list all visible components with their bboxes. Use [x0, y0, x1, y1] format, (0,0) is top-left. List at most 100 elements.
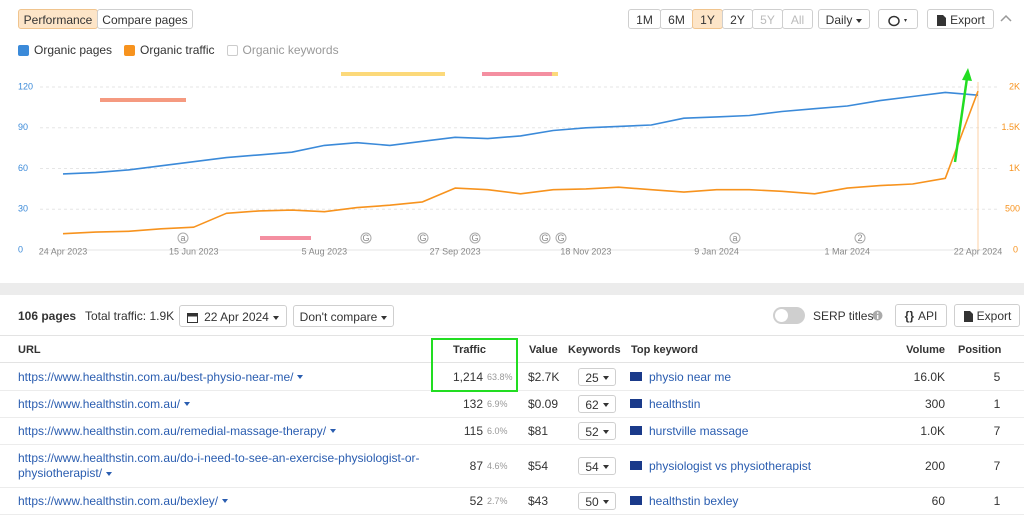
keywords-select[interactable]: 54 [578, 456, 616, 475]
legend-label: Organic pages [34, 43, 113, 57]
comment-button[interactable] [878, 9, 918, 29]
legend-item[interactable]: Organic keywords [226, 43, 339, 57]
top-keyword[interactable]: physiologist vs physiotherapist [649, 458, 812, 473]
event-marker [854, 232, 866, 244]
series-line [62, 90, 979, 235]
top-keyword[interactable]: healthstin [649, 396, 701, 411]
url-menu[interactable] [222, 499, 229, 504]
url-link[interactable]: https://www.healthstin.com.au/remedial-m… [18, 423, 327, 438]
url-link[interactable]: https://www.healthstin.com.au/best-physi… [18, 369, 294, 384]
date-label: 22 Apr 2024 [204, 310, 269, 324]
url-cell: https://www.healthstin.com.au/ [18, 397, 443, 412]
row-divider [0, 444, 1024, 445]
event-marker-label: G [362, 233, 369, 243]
event-marker [417, 232, 429, 244]
event-marker-label: G [557, 233, 564, 243]
tab[interactable]: Performance [18, 9, 98, 29]
range-button[interactable]: 2Y [722, 9, 753, 29]
flag-icon [630, 398, 642, 408]
event-marker-label: a [732, 233, 737, 243]
select-arrow [602, 500, 609, 505]
top-keyword[interactable]: hurstville massage [649, 423, 749, 438]
keywords-count: 50 [585, 494, 599, 509]
position: 7 [993, 423, 1001, 438]
traffic-share: 6.0% [487, 425, 508, 436]
y2-tick-label: 500 [1005, 204, 1020, 214]
flag-icon [630, 460, 642, 470]
keywords-count: 25 [585, 370, 599, 385]
chart: 0 30 60 90 120 0 500 1K 1.5K 2K 24 Apr 2023 15 Jun … [18, 68, 1020, 256]
keywords-select[interactable]: 25 [578, 367, 616, 386]
calendar-icon [187, 313, 199, 324]
header-divider [0, 362, 1024, 363]
range-button[interactable]: All [782, 9, 813, 29]
serp-titles-label: SERP titles [813, 309, 874, 323]
collapse-icon[interactable] [1000, 14, 1012, 22]
legend-checkbox [18, 45, 29, 57]
flag-icon [630, 425, 642, 435]
value: $43 [528, 493, 549, 508]
legend-item[interactable]: Organic pages [18, 43, 112, 57]
top-keyword[interactable]: healthstin bexley [649, 493, 739, 508]
column-header[interactable]: URL [18, 344, 41, 356]
y-tick-label: 30 [18, 204, 28, 214]
url-menu[interactable] [106, 471, 113, 476]
range-button[interactable]: 1Y [692, 9, 723, 29]
traffic-value: 132 [462, 396, 483, 411]
column-header[interactable]: Top keyword [631, 344, 699, 356]
url-link[interactable]: https://www.healthstin.com.au/ [18, 396, 181, 411]
export-label: Export [950, 13, 985, 27]
url-link[interactable]: https://www.healthstin.com.au/do-i-need-… [18, 451, 420, 480]
traffic-value: 52 [469, 493, 483, 508]
keywords-select[interactable]: 50 [578, 491, 616, 510]
y2-tick-label: 0 [1013, 244, 1018, 254]
highlight-box [431, 338, 518, 392]
position: 1 [993, 396, 1001, 411]
column-header[interactable]: Volume [906, 344, 945, 356]
event-marker [177, 232, 189, 244]
pages-count: 106 pages [18, 309, 77, 323]
traffic-share: 63.8% [487, 371, 513, 382]
api-icon: {} [904, 309, 914, 323]
compare-select[interactable]: Don't compare [293, 305, 394, 327]
select-arrow [602, 403, 609, 408]
event-marker-label: a [180, 233, 185, 243]
export-button[interactable]: Export [954, 304, 1020, 327]
column-header[interactable]: Traffic [453, 344, 487, 356]
keywords-select[interactable]: 52 [578, 421, 616, 440]
serp-toggle[interactable] [773, 307, 805, 324]
keywords-select[interactable]: 62 [578, 394, 616, 413]
x-tick-label: 9 Jan 2024 [694, 246, 739, 256]
url-cell: https://www.healthstin.com.au/bexley/ [18, 494, 443, 509]
traffic-share: 2.7% [487, 495, 508, 506]
url-menu[interactable] [330, 429, 337, 434]
column-header[interactable]: Position [958, 344, 1002, 356]
range-button[interactable]: 5Y [752, 9, 783, 29]
api-button[interactable]: {} API [895, 304, 947, 327]
url-menu[interactable] [297, 375, 304, 380]
range-button[interactable]: 6M [660, 9, 693, 29]
export-icon [963, 311, 973, 323]
url-cell: https://www.healthstin.com.au/remedial-m… [18, 424, 443, 439]
export-button[interactable]: Export [927, 9, 994, 29]
y-tick-label: 60 [18, 163, 28, 173]
top-keyword[interactable]: physio near me [649, 369, 732, 384]
position: 5 [993, 369, 1001, 384]
keywords-count: 54 [585, 459, 599, 474]
select-arrow [602, 465, 609, 470]
column-header[interactable]: Keywords [568, 344, 621, 356]
range-button[interactable]: 1M [628, 9, 661, 29]
interval-select[interactable]: Daily [818, 9, 870, 29]
date-select[interactable]: 22 Apr 2024 [179, 305, 287, 327]
url-link[interactable]: https://www.healthstin.com.au/bexley/ [18, 493, 219, 508]
tab[interactable]: Compare pages [97, 9, 193, 29]
column-header[interactable]: Value [529, 344, 558, 356]
legend-checkbox [226, 45, 238, 57]
legend-item[interactable]: Organic traffic [124, 43, 215, 57]
url-menu[interactable] [184, 402, 191, 407]
traffic-share: 4.6% [487, 460, 508, 471]
row-divider [0, 487, 1024, 488]
comment-icon [888, 15, 907, 27]
